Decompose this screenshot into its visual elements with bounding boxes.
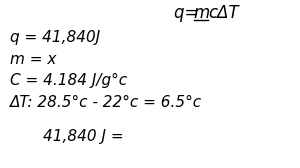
Text: q = 41,840J: q = 41,840J bbox=[10, 30, 101, 45]
Text: q=: q= bbox=[174, 4, 203, 22]
Text: cΔT: cΔT bbox=[208, 4, 238, 22]
Text: C = 4.184 J/g°c: C = 4.184 J/g°c bbox=[10, 73, 128, 88]
Text: m: m bbox=[193, 4, 209, 22]
Text: ΔT: 28.5°c - 22°c = 6.5°c: ΔT: 28.5°c - 22°c = 6.5°c bbox=[10, 95, 202, 110]
Text: m = x: m = x bbox=[10, 52, 57, 67]
Text: 41,840 J =: 41,840 J = bbox=[43, 129, 124, 144]
